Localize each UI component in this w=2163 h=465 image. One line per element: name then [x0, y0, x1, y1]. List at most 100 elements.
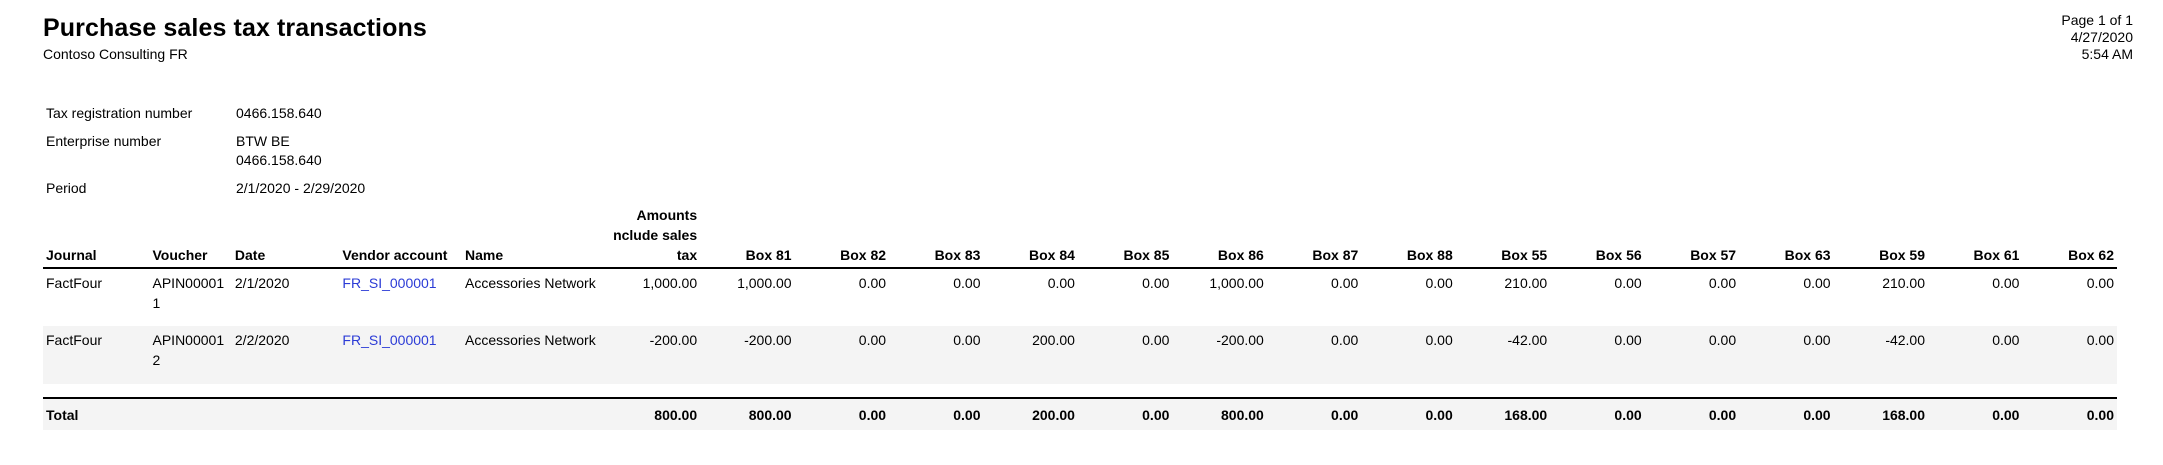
tax-registration-row: Tax registration number 0466.158.640	[46, 104, 365, 123]
enterprise-number-label: Enterprise number	[46, 133, 162, 149]
report-date: 4/27/2020	[2070, 29, 2133, 45]
col-box-56: Box 56	[1550, 205, 1645, 269]
cell-box-88: 0.00	[1361, 326, 1456, 384]
cell-amount: 1,000.00	[642, 275, 698, 291]
vendor-account-link[interactable]: FR_SI_000001	[342, 275, 437, 291]
period-row: Period 2/1/2020 - 2/29/2020	[46, 179, 365, 198]
company-name: Contoso Consulting FR	[43, 46, 188, 62]
col-amounts-line2: nclude sales	[613, 227, 698, 243]
total-box-88: 0.00	[1361, 398, 1456, 430]
tax-registration-label: Tax registration number	[46, 105, 193, 121]
col-amounts-include-sales-tax: Amounts nclude sales tax	[602, 205, 701, 269]
total-box-83: 0.00	[889, 398, 984, 430]
col-box-55: Box 55	[1455, 205, 1551, 269]
total-box-61: 0.00	[1928, 398, 2023, 430]
col-box-61: Box 61	[1928, 205, 2023, 269]
col-journal: Journal	[43, 205, 150, 269]
report-title: Purchase sales tax transactions	[43, 14, 427, 42]
col-date: Date	[231, 205, 340, 269]
table-header-row: Journal Voucher Date Vendor account Name…	[43, 205, 2117, 269]
transactions-table: Journal Voucher Date Vendor account Name…	[43, 205, 2117, 430]
report-parameters: Tax registration number 0466.158.640 Ent…	[46, 104, 365, 207]
col-box-57: Box 57	[1644, 205, 1740, 269]
cell-box-61: 0.00	[1928, 326, 2023, 384]
total-box-87: 0.00	[1266, 398, 1362, 430]
cell-box-55: 210.00	[1504, 275, 1548, 291]
total-box-55: 168.00	[1455, 398, 1551, 430]
cell-name: Accessories Network	[464, 275, 596, 291]
page-info: Page 1 of 1 4/27/2020 5:54 AM	[2061, 12, 2133, 63]
cell-box-83: 0.00	[953, 275, 981, 291]
col-box-88: Box 88	[1361, 205, 1456, 269]
cell-box-81: -200.00	[700, 326, 795, 384]
cell-box-63: 0.00	[1803, 275, 1831, 291]
enterprise-number-value-line2: 0466.158.640	[236, 152, 322, 168]
col-amounts-line3: tax	[676, 247, 698, 263]
cell-box-63: 0.00	[1739, 326, 1834, 384]
total-row: Total 800.00 800.00 0.00 0.00 200.00 0.0…	[43, 398, 2117, 430]
total-box-85: 0.00	[1077, 398, 1173, 430]
enterprise-number-row: Enterprise number BTW BE 0466.158.640	[46, 132, 365, 170]
col-box-86: Box 86	[1172, 205, 1267, 269]
total-amount: 800.00	[602, 398, 701, 430]
period-label: Period	[46, 180, 87, 196]
cell-box-81: 1,000.00	[737, 275, 792, 291]
table-row: FactFour APIN000012 2/2/2020 FR_SI_00000…	[43, 326, 2117, 384]
col-vendor-account: Vendor account	[339, 205, 462, 269]
cell-box-85: 0.00	[1142, 275, 1170, 291]
table-row: FactFour APIN000011 2/1/2020 FR_SI_00000…	[43, 268, 2117, 326]
cell-voucher: APIN000011	[152, 275, 225, 311]
total-box-62: 0.00	[2022, 398, 2117, 430]
page-number: Page 1 of 1	[2061, 12, 2133, 28]
cell-box-84: 0.00	[1047, 275, 1075, 291]
cell-amount: -200.00	[602, 326, 701, 384]
cell-box-56: 0.00	[1550, 326, 1645, 384]
cell-box-59: -42.00	[1833, 326, 1929, 384]
cell-name: Accessories Network	[461, 326, 603, 384]
cell-box-56: 0.00	[1614, 275, 1642, 291]
cell-vendor-account[interactable]: FR_SI_000001	[339, 326, 462, 384]
cell-box-55: -42.00	[1455, 326, 1551, 384]
col-voucher: Voucher	[149, 205, 232, 269]
vendor-account-link[interactable]: FR_SI_000001	[342, 332, 437, 348]
cell-box-87: 0.00	[1266, 326, 1362, 384]
cell-box-88: 0.00	[1425, 275, 1453, 291]
col-box-82: Box 82	[794, 205, 890, 269]
col-box-83: Box 83	[889, 205, 984, 269]
total-box-86: 800.00	[1172, 398, 1267, 430]
total-box-57: 0.00	[1644, 398, 1740, 430]
col-box-84: Box 84	[983, 205, 1078, 269]
col-box-59: Box 59	[1833, 205, 1929, 269]
col-box-81: Box 81	[700, 205, 795, 269]
cell-box-57: 0.00	[1708, 275, 1737, 291]
cell-date: 2/2/2020	[231, 326, 340, 384]
cell-vendor-account[interactable]: FR_SI_000001	[339, 268, 462, 326]
cell-voucher: APIN000012	[149, 326, 232, 384]
total-box-81: 800.00	[700, 398, 795, 430]
col-amounts-line1: Amounts	[636, 207, 698, 223]
tax-registration-value: 0466.158.640	[236, 105, 322, 121]
cell-box-57: 0.00	[1644, 326, 1740, 384]
total-divider	[43, 384, 2117, 399]
col-box-85: Box 85	[1077, 205, 1173, 269]
total-box-56: 0.00	[1550, 398, 1645, 430]
cell-box-83: 0.00	[889, 326, 984, 384]
total-box-63: 0.00	[1739, 398, 1834, 430]
cell-box-82: 0.00	[794, 326, 890, 384]
total-box-82: 0.00	[794, 398, 890, 430]
cell-date: 2/1/2020	[234, 275, 290, 291]
col-box-62: Box 62	[2022, 205, 2117, 269]
cell-box-86: -200.00	[1172, 326, 1267, 384]
report-time: 5:54 AM	[2081, 46, 2133, 62]
enterprise-number-value-line1: BTW BE	[236, 133, 290, 149]
cell-journal: FactFour	[43, 326, 150, 384]
period-value: 2/1/2020 - 2/29/2020	[236, 180, 366, 196]
total-box-84: 200.00	[983, 398, 1078, 430]
col-name: Name	[461, 205, 603, 269]
col-box-63: Box 63	[1739, 205, 1834, 269]
cell-box-82: 0.00	[858, 275, 887, 291]
cell-box-87: 0.00	[1331, 275, 1359, 291]
col-box-87: Box 87	[1266, 205, 1362, 269]
total-label: Total	[43, 398, 603, 430]
cell-box-84: 200.00	[983, 326, 1078, 384]
